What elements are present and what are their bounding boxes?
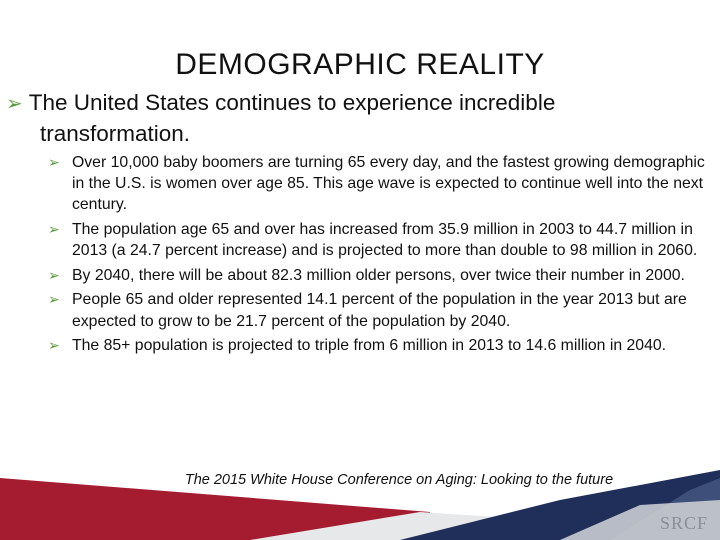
sub-bullet-text: People 65 and older represented 14.1 per…	[72, 291, 687, 330]
sub-bullet-item: ➢ By 2040, there will be about 82.3 milli…	[48, 265, 716, 286]
arrow-bullet-icon: ➢	[48, 154, 60, 170]
main-bullet-line2: transformation.	[40, 121, 191, 146]
sub-bullet-item: ➢ Over 10,000 baby boomers are turning 65…	[48, 152, 716, 216]
sub-bullet-text: The population age 65 and over has incre…	[72, 221, 698, 260]
logo: SRCF	[659, 513, 708, 533]
sub-bullet-item: ➢ People 65 and older represented 14.1 pe…	[48, 289, 716, 331]
arrow-bullet-icon: ➢	[6, 93, 23, 115]
sub-bullet-item: ➢ The population age 65 and over has incr…	[48, 219, 716, 261]
slide-title: DEMOGRAPHIC REALITY	[175, 48, 545, 81]
sub-bullet-list: ➢ Over 10,000 baby boomers are turning 65…	[48, 152, 716, 360]
arrow-bullet-icon: ➢	[48, 337, 60, 354]
main-bullet: ➢ The United States continues to experien…	[6, 88, 706, 149]
main-bullet-line1: The United States continues to experienc…	[28, 90, 556, 115]
source-citation: The 2015 White House Conference on Aging…	[184, 472, 614, 488]
arrow-bullet-icon: ➢	[48, 221, 60, 237]
arrow-bullet-icon: ➢	[48, 291, 60, 308]
sub-bullet-text: The 85+ population is projected to tripl…	[72, 337, 667, 355]
sub-bullet-item: ➢ The 85+ population is projected to trip…	[48, 335, 716, 356]
sub-bullet-text: By 2040, there will be about 82.3 millio…	[72, 266, 685, 284]
sub-bullet-text: Over 10,000 baby boomers are turning 65 …	[72, 154, 705, 214]
arrow-bullet-icon: ➢	[48, 266, 60, 283]
